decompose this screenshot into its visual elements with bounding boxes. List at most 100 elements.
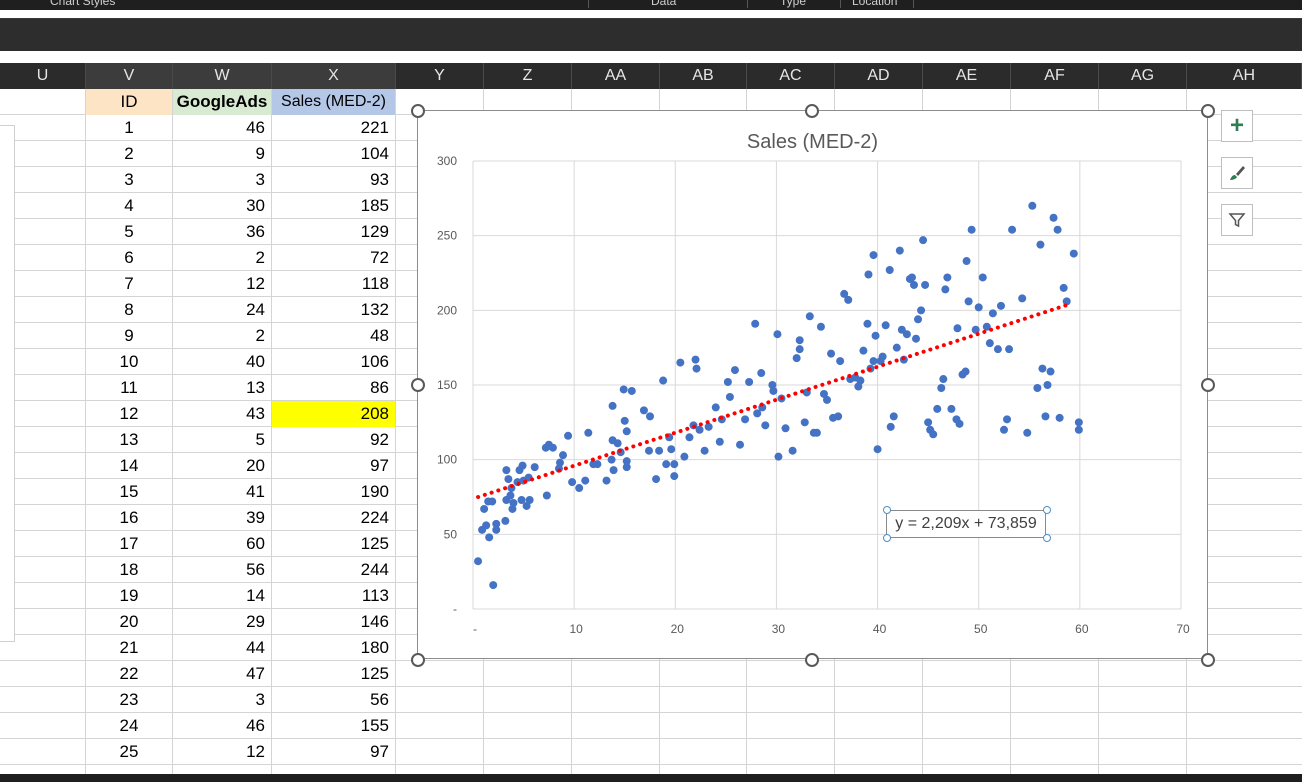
cell-sales[interactable]: 106 (360, 352, 389, 371)
cell-googleads[interactable]: 12 (246, 742, 265, 761)
cell-id[interactable]: 22 (119, 664, 139, 683)
column-header-ah[interactable]: AH (1187, 63, 1302, 89)
column-header-ab[interactable]: AB (660, 63, 747, 89)
cell-id[interactable]: 15 (119, 482, 139, 501)
cell-sales[interactable]: 125 (360, 534, 389, 553)
cell-googleads[interactable]: 20 (246, 456, 265, 475)
column-header-af[interactable]: AF (1011, 63, 1099, 89)
cell-sales[interactable]: 118 (361, 274, 389, 293)
cell-sales[interactable]: 56 (370, 690, 389, 709)
cell-sales[interactable]: 104 (360, 144, 389, 163)
cell-googleads[interactable]: 14 (246, 586, 265, 605)
chart-resize-handle[interactable] (1201, 378, 1215, 392)
cell-id[interactable]: 19 (119, 586, 139, 605)
cell-id[interactable]: 25 (119, 742, 139, 761)
column-header-x[interactable]: X (272, 63, 396, 89)
cell-googleads[interactable]: 47 (246, 664, 265, 683)
cell-sales[interactable]: 113 (361, 586, 389, 605)
cell-googleads[interactable]: 40 (246, 352, 265, 371)
column-header-aa[interactable]: AA (572, 63, 660, 89)
cell-googleads[interactable]: 13 (246, 378, 265, 397)
cell-id[interactable]: 20 (119, 612, 139, 631)
cell-sales[interactable]: 93 (370, 170, 389, 189)
cell-googleads[interactable]: 56 (246, 560, 265, 579)
cell-sales[interactable]: 224 (360, 508, 389, 527)
cell-sales[interactable]: 221 (360, 118, 389, 137)
cell-googleads[interactable]: 41 (246, 482, 265, 501)
cell-id[interactable]: 13 (119, 430, 139, 449)
chart-elements-button[interactable]: + (1221, 110, 1253, 142)
cell-googleads[interactable]: 36 (246, 222, 265, 241)
scatter-chart[interactable]: Sales (MED-2) - 50 100 150 200 250 300 - 10 20 30 4… (417, 110, 1208, 659)
cell-googleads[interactable]: 46 (246, 716, 265, 735)
cell-googleads[interactable]: 2 (255, 326, 265, 345)
chart-title[interactable]: Sales (MED-2) (746, 131, 879, 153)
cell-sales[interactable]: 155 (360, 716, 389, 735)
cell-googleads[interactable]: 46 (246, 118, 265, 137)
cell-sales[interactable]: 92 (370, 430, 389, 449)
cell-id[interactable]: 1 (124, 118, 134, 137)
cell-googleads[interactable]: 29 (246, 612, 265, 631)
column-header-y[interactable]: Y (396, 63, 484, 89)
cell-sales[interactable]: 132 (360, 300, 389, 319)
cell-sales[interactable]: 208 (272, 401, 395, 427)
cell-id[interactable]: 11 (120, 378, 138, 397)
cell-id[interactable]: 10 (119, 352, 139, 371)
cell-googleads[interactable]: 9 (255, 144, 265, 163)
cell-googleads[interactable]: 30 (246, 196, 265, 215)
cell-sales[interactable]: 244 (360, 560, 389, 579)
formula-bar[interactable] (0, 18, 1302, 51)
header-googleads[interactable]: GoogleAds (173, 89, 271, 115)
chart-resize-handle[interactable] (1201, 104, 1215, 118)
cell-id[interactable]: 21 (119, 638, 139, 657)
chart-resize-handle[interactable] (805, 104, 819, 118)
header-sales[interactable]: Sales (MED-2) (272, 89, 395, 115)
cell-id[interactable]: 2 (124, 144, 134, 163)
cell-googleads[interactable]: 60 (246, 534, 265, 553)
header-id[interactable]: ID (86, 89, 172, 115)
cell-sales[interactable]: 48 (370, 326, 389, 345)
cell-id[interactable]: 18 (119, 560, 139, 579)
cell-id[interactable]: 23 (119, 690, 139, 709)
trendline-equation-label[interactable]: y = 2,209x + 73,859 (886, 510, 1046, 538)
cell-googleads[interactable]: 43 (246, 404, 265, 423)
chart-filters-button[interactable] (1221, 204, 1253, 236)
chart-styles-button[interactable] (1221, 157, 1253, 189)
chart-resize-handle[interactable] (411, 378, 425, 392)
cell-googleads[interactable]: 3 (255, 690, 265, 709)
cell-googleads[interactable]: 24 (246, 300, 265, 319)
chart-resize-handle[interactable] (411, 653, 425, 667)
cell-id[interactable]: 12 (119, 404, 139, 423)
cell-id[interactable]: 17 (119, 534, 139, 553)
column-header-z[interactable]: Z (484, 63, 572, 89)
column-header-u[interactable]: U (0, 63, 86, 89)
cell-id[interactable]: 4 (124, 196, 134, 215)
cell-sales[interactable]: 180 (360, 638, 389, 657)
cell-id[interactable]: 24 (119, 716, 139, 735)
cell-sales[interactable]: 190 (360, 482, 389, 501)
cell-id[interactable]: 8 (124, 300, 134, 319)
cell-googleads[interactable]: 5 (255, 430, 265, 449)
cell-sales[interactable]: 125 (360, 664, 389, 683)
column-header-ag[interactable]: AG (1099, 63, 1187, 89)
cell-googleads[interactable]: 44 (246, 638, 265, 657)
cell-sales[interactable]: 72 (370, 248, 389, 267)
label-resize-handle[interactable] (883, 534, 891, 542)
cell-id[interactable]: 16 (119, 508, 139, 527)
column-header-ac[interactable]: AC (747, 63, 835, 89)
cell-sales[interactable]: 97 (370, 456, 389, 475)
column-header-ae[interactable]: AE (923, 63, 1011, 89)
cell-id[interactable]: 6 (124, 248, 134, 267)
cell-sales[interactable]: 185 (360, 196, 389, 215)
cell-googleads[interactable]: 39 (246, 508, 265, 527)
column-header-v[interactable]: V (86, 63, 173, 89)
cell-sales[interactable]: 97 (370, 742, 389, 761)
chart-resize-handle[interactable] (805, 653, 819, 667)
cell-sales[interactable]: 129 (360, 222, 389, 241)
plot-area[interactable]: - 50 100 150 200 250 300 - 10 20 30 40 50 60 70 (418, 111, 1207, 658)
cell-id[interactable]: 9 (124, 326, 134, 345)
cell-id[interactable]: 7 (124, 274, 134, 293)
column-header-ad[interactable]: AD (835, 63, 923, 89)
cell-googleads[interactable]: 12 (246, 274, 265, 293)
cell-id[interactable]: 5 (124, 222, 134, 241)
